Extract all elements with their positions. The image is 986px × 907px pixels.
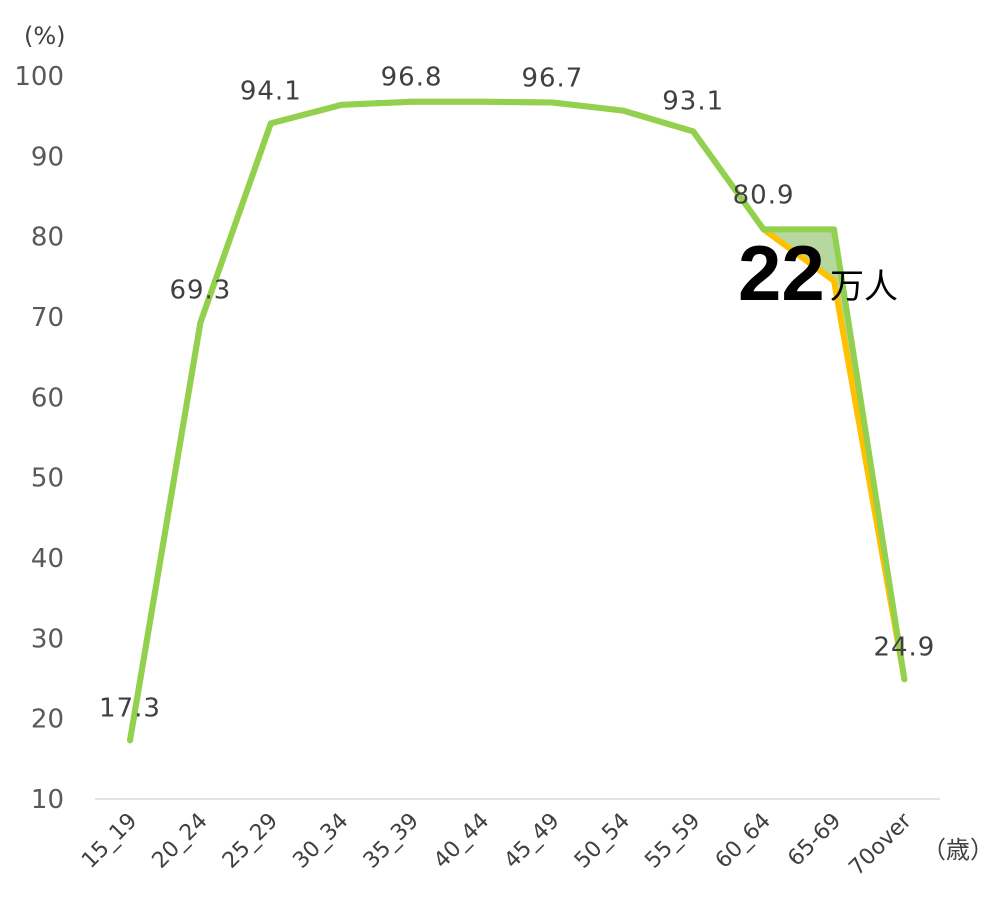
y-tick-label: 100 xyxy=(14,62,64,92)
data-label: 96.7 xyxy=(521,64,583,94)
x-tick-label: 45_49 xyxy=(500,809,565,874)
data-label: 80.9 xyxy=(733,180,795,210)
x-tick-label: 60_64 xyxy=(711,809,776,874)
y-tick-label: 70 xyxy=(31,303,64,333)
x-tick-label: 15_19 xyxy=(77,809,142,874)
data-label: 69.3 xyxy=(169,276,231,306)
y-tick-label: 90 xyxy=(31,142,64,172)
data-label: 96.8 xyxy=(381,63,443,93)
data-label: 24.9 xyxy=(873,632,935,662)
annotation-number: 22 xyxy=(738,229,825,317)
x-tick-label: 65-69 xyxy=(783,809,846,872)
x-tick-label: 35_39 xyxy=(359,809,424,874)
x-ticks: 15_19 20_24 25_29 30_34 35_39 40_44 45_49 50_54… xyxy=(77,808,917,881)
series-line-2 xyxy=(127,98,908,744)
y-tick-label: 30 xyxy=(31,624,64,654)
y-tick-label: 10 xyxy=(31,785,64,815)
y-tick-label: 80 xyxy=(31,223,64,253)
x-tick-label: 20_24 xyxy=(148,809,213,874)
y-ticks: 10 20 30 40 50 60 70 80 90 100 xyxy=(14,62,64,815)
y-tick-label: 60 xyxy=(31,383,64,413)
x-tick-label: 40_44 xyxy=(429,809,494,874)
x-tick-label: 50_54 xyxy=(570,809,635,874)
data-labels: 17.3 69.3 94.1 96.8 96.7 93.1 80.9 24.9 xyxy=(99,63,935,724)
x-tick-label: 25_29 xyxy=(218,809,283,874)
y-tick-label: 50 xyxy=(31,464,64,494)
x-axis-unit: （歳） xyxy=(922,836,986,864)
y-axis-unit: (%) xyxy=(24,22,66,50)
x-tick-label: 30_34 xyxy=(288,809,353,874)
y-tick-label: 40 xyxy=(31,544,64,574)
x-tick-label: 70over xyxy=(844,808,917,881)
y-tick-label: 20 xyxy=(31,705,64,735)
data-label: 94.1 xyxy=(240,76,302,106)
annotation-unit: 万人 xyxy=(830,267,898,307)
x-tick-label: 55_59 xyxy=(640,809,705,874)
data-label: 17.3 xyxy=(99,693,161,723)
data-label: 93.1 xyxy=(662,86,724,116)
